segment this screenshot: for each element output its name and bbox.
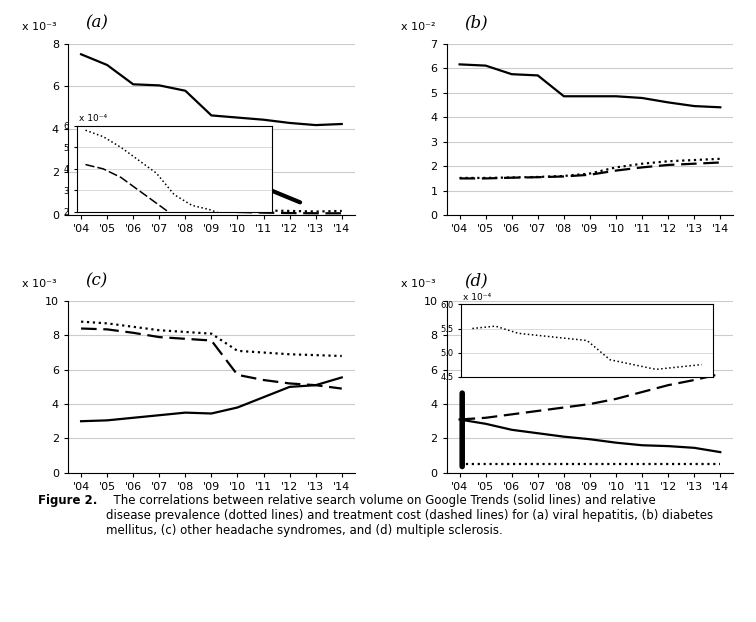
- Text: x 10⁻²: x 10⁻²: [401, 22, 435, 32]
- Text: x 10⁻³: x 10⁻³: [22, 22, 57, 32]
- Text: (b): (b): [463, 14, 488, 32]
- Text: x 10⁻³: x 10⁻³: [401, 279, 435, 289]
- Text: The correlations between relative search volume on Google Trends (solid lines) a: The correlations between relative search…: [106, 494, 713, 537]
- Text: (c): (c): [85, 272, 107, 289]
- Text: Figure 2.: Figure 2.: [38, 494, 98, 508]
- Text: (d): (d): [463, 272, 488, 289]
- Text: x 10⁻³: x 10⁻³: [22, 279, 57, 289]
- Text: (a): (a): [85, 14, 108, 32]
